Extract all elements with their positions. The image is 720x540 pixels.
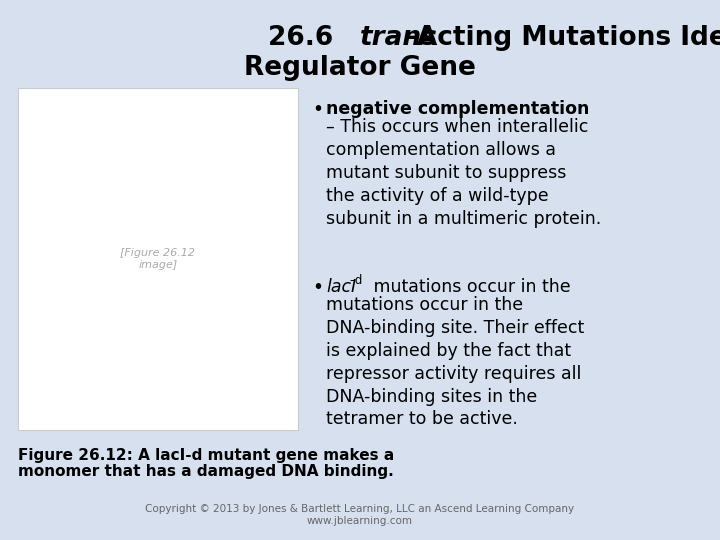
Text: Figure 26.12: A lacI-d mutant gene makes a: Figure 26.12: A lacI-d mutant gene makes…: [18, 448, 395, 463]
Text: mutations occur in the: mutations occur in the: [368, 278, 571, 296]
Text: -Acting Mutations Identify the: -Acting Mutations Identify the: [406, 25, 720, 51]
Text: •: •: [312, 278, 323, 297]
Text: – This occurs when interallelic
complementation allows a
mutant subunit to suppr: – This occurs when interallelic compleme…: [326, 118, 601, 227]
Text: 26.6: 26.6: [269, 25, 360, 51]
Text: Regulator Gene: Regulator Gene: [244, 55, 476, 81]
Text: [Figure 26.12
image]: [Figure 26.12 image]: [120, 248, 196, 270]
Text: Copyright © 2013 by Jones & Bartlett Learning, LLC an Ascend Learning Company
ww: Copyright © 2013 by Jones & Bartlett Lea…: [145, 504, 575, 526]
Text: mutations occur in the
DNA-binding site. Their effect
is explained by the fact t: mutations occur in the DNA-binding site.…: [326, 296, 584, 429]
Text: lacI: lacI: [326, 278, 356, 296]
Text: •: •: [312, 100, 323, 119]
Text: –d: –d: [349, 274, 362, 287]
Text: trans: trans: [360, 25, 438, 51]
Text: negative complementation: negative complementation: [326, 100, 590, 118]
Text: monomer that has a damaged DNA binding.: monomer that has a damaged DNA binding.: [18, 464, 394, 479]
FancyBboxPatch shape: [18, 88, 298, 430]
